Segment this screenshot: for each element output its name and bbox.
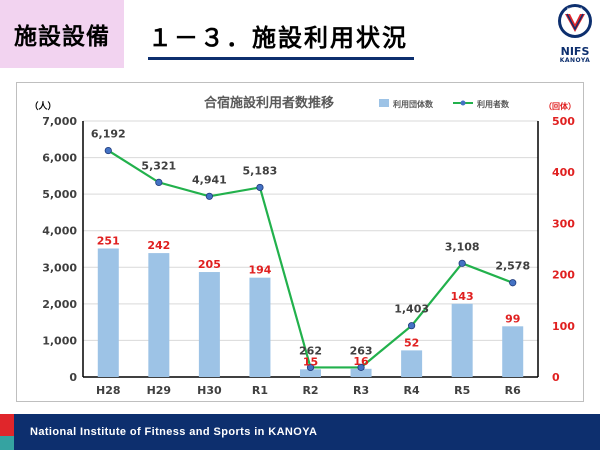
logo-emblem-icon: KANOYA [558, 4, 592, 38]
line-point [509, 279, 517, 287]
right-tick-label: 100 [552, 320, 575, 333]
bar [148, 253, 170, 377]
line-data-label: 5,321 [141, 159, 176, 172]
line-data-label: 4,941 [192, 173, 227, 186]
line-point [408, 322, 416, 330]
bar [502, 326, 524, 377]
legend-line-label: 利用者数 [476, 99, 510, 109]
bar-data-label: 251 [97, 234, 120, 247]
right-tick-label: 500 [552, 115, 575, 128]
x-tick-label: R1 [252, 384, 268, 397]
title-underline [148, 57, 414, 60]
bar [198, 272, 220, 377]
left-tick-label: 1,000 [42, 334, 77, 347]
section-tag: 施設設備 [0, 0, 124, 68]
legend-bar-swatch [379, 99, 389, 107]
left-tick-label: 6,000 [42, 152, 77, 165]
bar-data-label: 52 [404, 336, 419, 349]
logo-text: NIFS [560, 45, 590, 58]
x-tick-label: R4 [404, 384, 420, 397]
line-point [155, 178, 163, 187]
line-point [357, 363, 365, 371]
combo-chart: 0 1,000 2,000 3,000 4,000 5,000 6,000 7,000 0 100… [29, 95, 576, 397]
line-data-label: 2,578 [495, 260, 530, 273]
legend-line-marker [460, 100, 466, 106]
bar [350, 368, 372, 377]
line-point [306, 363, 315, 372]
line-data-label: 1,403 [394, 303, 429, 316]
bar [249, 277, 271, 377]
right-tick-label: 0 [552, 371, 560, 384]
bar [451, 303, 473, 377]
slide-header: 施設設備 １－３．施設利用状況 KANOYA NIFS KANOYA [0, 0, 600, 72]
footer-text: National Institute of Fitness and Sports… [30, 426, 318, 438]
x-tick-label: H30 [197, 384, 222, 397]
bar [300, 369, 321, 377]
chart-title: 合宿施設利用者数推移 [204, 95, 334, 111]
left-tick-label: 2,000 [42, 298, 77, 311]
x-tick-label: R6 [505, 384, 521, 397]
bar [97, 248, 119, 377]
line-data-label: 263 [350, 344, 373, 357]
line-point [458, 259, 466, 267]
left-tick-label: 0 [69, 371, 77, 384]
bar-data-label: 15 [303, 355, 318, 368]
x-tick-label: R2 [302, 384, 318, 397]
left-tick-label: 3,000 [42, 261, 77, 274]
right-tick-label: 400 [552, 166, 575, 179]
right-tick-label: 300 [552, 217, 575, 230]
logo-emblem-text: KANOYA [567, 7, 583, 12]
legend-bar-label: 利用団体数 [392, 99, 434, 109]
bar [401, 350, 423, 377]
left-tick-label: 4,000 [42, 225, 77, 238]
footer-bar [0, 414, 600, 450]
footer-accent-red [0, 414, 14, 436]
footer-accent-teal [0, 436, 14, 450]
line-data-label: 262 [299, 344, 322, 357]
line-data-label: 5,183 [243, 164, 278, 177]
slide-title: １－３．施設利用状況 [148, 24, 408, 52]
bar-data-label: 99 [505, 312, 520, 325]
bar-data-label: 143 [451, 290, 474, 303]
bar-data-label: 205 [198, 258, 221, 271]
nifs-logo: KANOYA NIFS KANOYA [552, 2, 598, 66]
line-data-label: 6,192 [91, 128, 126, 141]
x-tick-label: R5 [454, 384, 470, 397]
x-tick-label: H29 [147, 384, 172, 397]
left-axis-unit: （人） [29, 100, 56, 112]
x-tick-label: H28 [96, 384, 121, 397]
bar-data-label: 194 [248, 264, 271, 277]
chart-frame: 0 1,000 2,000 3,000 4,000 5,000 6,000 7,000 0 100… [16, 82, 584, 402]
line-point [205, 192, 213, 200]
logo-sub: KANOYA [559, 57, 591, 64]
bar-data-label: 242 [147, 239, 170, 252]
line-point [104, 146, 112, 155]
x-tick-label: R3 [353, 384, 369, 397]
right-tick-label: 200 [552, 269, 575, 282]
line-point [256, 183, 264, 192]
left-tick-label: 7,000 [42, 115, 77, 128]
left-tick-label: 5,000 [42, 188, 77, 201]
right-axis-unit: （回体） [544, 101, 576, 111]
bar-data-label: 16 [353, 355, 369, 368]
line-data-label: 3,108 [445, 240, 480, 253]
